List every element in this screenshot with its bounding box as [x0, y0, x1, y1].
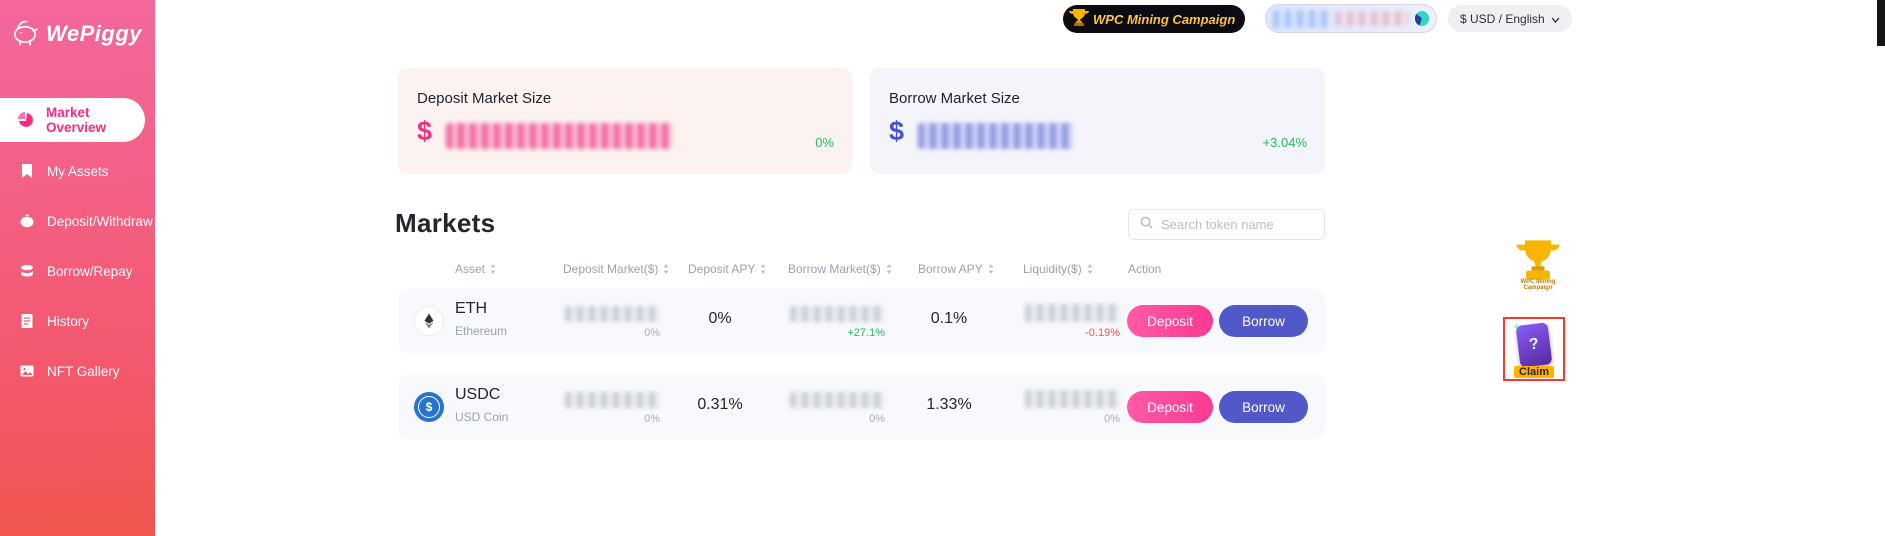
borrow-apy-value: 0.1% [930, 310, 968, 327]
sidebar-item-label: History [47, 313, 90, 329]
deposit-apy-value: 0% [708, 310, 732, 327]
asset-name: Ethereum [455, 324, 508, 338]
deposit-button[interactable]: Deposit [1127, 305, 1213, 337]
liquidity-value-masked [1025, 304, 1120, 322]
sidebar-item-deposit-withdraw[interactable]: Deposit/Withdraw [0, 199, 155, 243]
reward-card-icon: ✦ ? [1512, 322, 1553, 368]
eth-icon [414, 306, 444, 336]
floating-campaign-label: WPC Mining Campaign [1520, 279, 1556, 291]
sidebar-item-my-assets[interactable]: My Assets [0, 149, 155, 193]
deposit-button[interactable]: Deposit [1127, 391, 1213, 423]
search-input[interactable] [1161, 217, 1337, 232]
column-header-action: Action [1128, 262, 1162, 276]
asset-name: USD Coin [455, 410, 509, 424]
sidebar-item-nft-gallery[interactable]: NFT Gallery [0, 349, 155, 393]
borrow-market-change: 0% [869, 413, 885, 425]
market-row-usdc: $ USDC USD Coin 0% 0.31% 0% 1.33% 0% Dep… [398, 375, 1325, 439]
sidebar: WePiggy Market Overview My Assets Deposi… [0, 0, 155, 536]
sort-icon [1087, 264, 1093, 274]
wallet-button[interactable] [1265, 4, 1437, 33]
deposit-market-value-masked [565, 306, 660, 322]
campaign-banner-label: WPC Mining Campaign [1093, 11, 1236, 27]
borrow-market-value-masked [790, 306, 885, 322]
column-header-asset[interactable]: Asset [455, 262, 497, 276]
column-header-borrow-market[interactable]: Borrow Market($) [788, 262, 893, 276]
deposit-market-change: 0% [644, 413, 660, 425]
sort-icon [886, 264, 892, 274]
sidebar-item-market-overview[interactable]: Market Overview [0, 98, 145, 142]
markets-title: Markets [395, 208, 496, 238]
borrow-market-size-card: Borrow Market Size $ +3.04% [870, 68, 1325, 174]
piggy-bank-icon [18, 213, 35, 230]
coins-icon [18, 263, 35, 280]
sparkle-icon: ✦ [1512, 321, 1521, 333]
currency-language-label: $ USD / English [1460, 11, 1545, 26]
wallet-avatar [1414, 11, 1429, 26]
usdc-icon: $ [414, 392, 444, 422]
liquidity-change: 0% [1104, 413, 1120, 425]
deposit-apy-value: 0.31% [697, 396, 743, 413]
vertical-scrollbar-thumb[interactable] [1877, 0, 1885, 46]
column-header-borrow-apy[interactable]: Borrow APY [918, 262, 995, 276]
deposit-market-change: 0% [815, 135, 834, 150]
sidebar-item-label: Market Overview [46, 105, 107, 135]
borrow-market-value-masked [790, 392, 885, 408]
search-icon [1139, 215, 1154, 235]
market-row-eth: ETH Ethereum 0% 0% +27.1% 0.1% -0.19% De… [398, 289, 1325, 353]
sort-icon [490, 264, 496, 274]
column-header-deposit-apy[interactable]: Deposit APY [688, 262, 767, 276]
sidebar-item-borrow-repay[interactable]: Borrow/Repay [0, 249, 155, 293]
deposit-market-value-masked [565, 392, 660, 408]
borrow-market-change: +3.04% [1262, 135, 1307, 150]
token-search-box [1128, 209, 1337, 240]
wallet-network-masked [1273, 9, 1330, 28]
trophy-icon [1516, 240, 1560, 280]
deposit-market-size-card: Deposit Market Size $ 0% [398, 68, 852, 174]
history-document-icon [18, 313, 35, 330]
market-overview-icon [18, 112, 34, 129]
currency-language-selector[interactable]: $ USD / English [1448, 5, 1572, 32]
floating-campaign-trophy[interactable]: WPC Mining Campaign [1510, 236, 1566, 291]
column-header-liquidity[interactable]: Liquidity($) [1023, 262, 1094, 276]
sort-icon [760, 264, 766, 274]
sort-icon [663, 264, 669, 274]
wepiggy-logo-text: WePiggy [46, 20, 143, 46]
sidebar-item-label: NFT Gallery [47, 363, 120, 379]
sidebar-item-label: My Assets [47, 163, 109, 179]
markets-table-header: Asset Deposit Market($) Deposit APY Borr… [398, 262, 1325, 282]
asset-symbol: ETH [455, 300, 487, 317]
asset-symbol: USDC [455, 386, 501, 403]
deposit-market-size-masked [446, 123, 672, 149]
borrow-currency-symbol: $ [889, 116, 905, 146]
wepiggy-logo-icon [8, 14, 42, 53]
chevron-down-icon [1551, 12, 1560, 26]
sort-icon [988, 264, 994, 274]
gallery-icon [18, 363, 35, 380]
claim-label: Claim [1514, 366, 1554, 378]
borrow-market-size-masked [918, 123, 1073, 149]
borrow-apy-value: 1.33% [926, 396, 972, 413]
wepiggy-logo[interactable]: WePiggy [8, 14, 142, 53]
liquidity-value-masked [1025, 390, 1120, 408]
column-header-deposit-market[interactable]: Deposit Market($) [563, 262, 670, 276]
borrow-button[interactable]: Borrow [1219, 391, 1308, 423]
wpc-mining-campaign-banner[interactable]: WPC Mining Campaign [1063, 5, 1245, 33]
deposit-market-change: 0% [644, 327, 660, 339]
sidebar-item-label: Borrow/Repay [47, 263, 133, 279]
deposit-card-title: Deposit Market Size [417, 90, 552, 107]
claim-reward-widget[interactable]: ✦ ? Claim [1503, 317, 1565, 381]
liquidity-change: -0.19% [1085, 327, 1120, 339]
sidebar-item-label: Deposit/Withdraw [47, 213, 153, 229]
wallet-address-masked [1335, 11, 1409, 26]
borrow-card-title: Borrow Market Size [889, 90, 1020, 107]
borrow-market-change: +27.1% [847, 327, 885, 339]
deposit-currency-symbol: $ [417, 116, 433, 146]
sidebar-item-history[interactable]: History [0, 299, 155, 343]
trophy-icon [1067, 7, 1091, 36]
wallet-icon [18, 163, 35, 180]
borrow-button[interactable]: Borrow [1219, 305, 1308, 337]
